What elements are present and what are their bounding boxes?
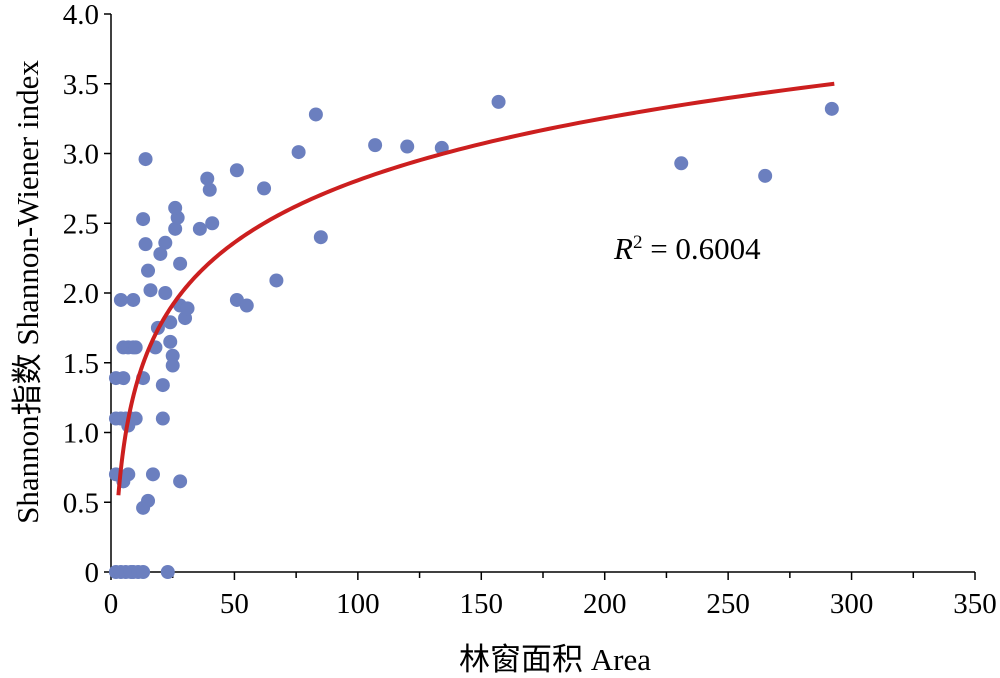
trendline [116,81,835,496]
x-axis-title: 林窗面积 Area [459,642,651,677]
y-tick-label: 1.0 [63,418,99,450]
data-point [291,145,306,160]
data-point [165,348,180,363]
y-tick-label: 2.5 [63,208,99,240]
data-point [116,371,131,386]
x-tick-label: 0 [104,588,119,620]
data-point [141,493,156,508]
data-point [192,221,207,236]
data-point [173,256,188,271]
data-point [205,216,220,231]
x-tick-label: 300 [830,588,874,620]
x-tick-label: 150 [460,588,504,620]
y-axis-title: Shannon指数 Shannon-Wiener index [10,60,45,524]
data-point [128,411,143,426]
data-point [155,378,170,393]
y-tick-label: 3.5 [63,69,99,101]
data-point [163,334,178,349]
data-point [824,101,839,116]
data-point [136,565,151,579]
data-point [138,152,153,167]
data-point [158,235,173,250]
data-point [180,301,195,316]
y-tick-label: 0.5 [63,487,99,519]
data-point [308,107,323,122]
data-point [113,292,128,307]
data-points [108,94,839,579]
r-squared-annotation: R2 = 0.6004 [613,231,761,266]
data-point [158,286,173,300]
data-point [313,230,328,245]
data-point [168,221,183,236]
x-tick-label: 100 [336,588,380,620]
data-point [165,358,180,373]
x-tick-label: 200 [583,588,627,620]
y-tick-label: 1.5 [63,348,99,380]
x-tick-label: 50 [220,588,249,620]
data-point [121,467,136,482]
data-point [145,467,160,482]
y-tick-label: 2.0 [63,278,99,310]
data-point [160,565,175,579]
data-point [163,315,178,330]
data-point [126,292,141,307]
data-point [141,263,156,278]
data-point [168,200,183,215]
data-point [136,212,151,227]
data-point [368,138,383,153]
data-point [400,139,415,154]
data-point [491,94,506,109]
data-point [202,182,217,197]
y-tick-label: 4.0 [63,0,99,31]
x-tick-label: 350 [953,588,997,620]
data-point [257,181,272,196]
data-point [153,246,168,261]
y-tick-label: 3.0 [63,139,99,171]
data-point [173,474,188,489]
data-point [269,273,284,288]
data-point [128,340,143,355]
data-point [143,283,158,298]
data-point [758,168,773,183]
data-point [229,163,244,178]
x-tick-label: 250 [706,588,750,620]
data-point [138,237,153,252]
y-axis: 0 0.5 1.0 1.5 2.0 2.5 3.0 3.5 4.0 [63,0,112,589]
data-point [239,298,254,313]
data-point [200,171,215,186]
y-tick-label: 0 [85,557,100,589]
x-axis: 0 50 100 150 200 250 300 350 [104,571,997,620]
data-point [674,156,689,171]
data-point [155,411,170,426]
